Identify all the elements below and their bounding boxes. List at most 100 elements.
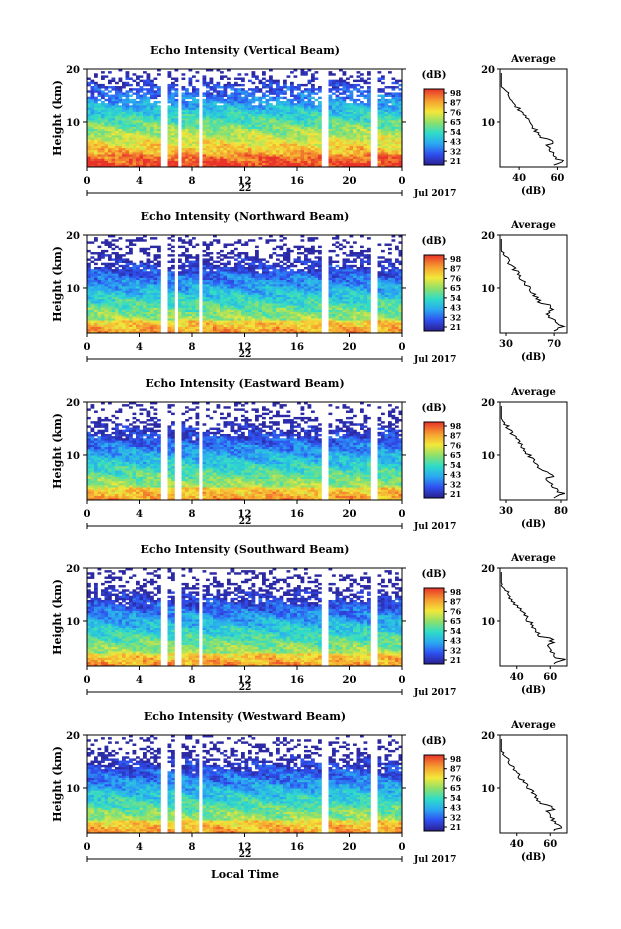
heatmap-cell: [286, 111, 291, 115]
heatmap-cell: [150, 128, 154, 132]
heatmap-cell: [363, 120, 368, 123]
heatmap-cell: [290, 130, 294, 134]
heatmap-cell: [346, 307, 350, 310]
heatmap-cell: [104, 292, 109, 295]
heatmap-cell: [209, 326, 214, 330]
heatmap-cell: [283, 328, 287, 332]
heatmap-cell: [192, 286, 196, 289]
heatmap-cell: [335, 160, 340, 164]
heatmap-cell: [115, 120, 119, 123]
heatmap-cell: [381, 320, 385, 323]
heatmap-cell: [118, 137, 123, 140]
heatmap-cell: [244, 120, 249, 123]
heatmap-cell: [132, 149, 137, 153]
heatmap-cell: [216, 107, 221, 110]
heatmap-cell: [363, 309, 368, 312]
heatmap-cell: [157, 288, 161, 291]
heatmap-cell: [286, 130, 291, 134]
heatmap-cell: [300, 109, 305, 112]
heatmap-cell: [311, 105, 315, 108]
heatmap-cell: [157, 313, 161, 317]
heatmap-cell: [363, 305, 368, 308]
heatmap-cell: [139, 324, 144, 327]
heatmap-cell: [398, 313, 403, 317]
heatmap-cell: [381, 303, 385, 306]
heatmap-cell: [227, 307, 231, 310]
heatmap-cell: [227, 303, 231, 306]
heatmap-cell: [297, 154, 301, 157]
heatmap-cell: [143, 164, 147, 168]
heatmap-cell: [241, 156, 245, 159]
heatmap-cell: [241, 152, 245, 155]
heatmap-cell: [143, 152, 147, 155]
heatmap-cell: [367, 147, 371, 151]
heatmap-cell: [136, 135, 140, 138]
heatmap-cell: [241, 320, 245, 323]
heatmap-cell: [202, 111, 207, 115]
heatmap-cell: [251, 124, 256, 127]
heatmap-cell: [122, 320, 126, 323]
heatmap-cell: [216, 301, 221, 304]
heatmap-cell: [101, 109, 105, 112]
heatmap-cell: [279, 288, 284, 291]
heatmap-cell: [87, 111, 91, 115]
heatmap-cell: [283, 326, 287, 330]
heatmap-cell: [195, 320, 200, 323]
heatmap-cell: [188, 107, 193, 110]
heatmap-cell: [132, 92, 137, 95]
heatmap-cell: [122, 118, 126, 121]
heatmap-cell: [202, 307, 207, 310]
heatmap-cell: [230, 328, 235, 332]
heatmap-cell: [276, 330, 280, 334]
heatmap-cell: [297, 132, 301, 136]
heatmap-cell: [132, 303, 137, 306]
heatmap-cell: [328, 298, 333, 302]
heatmap-cell: [367, 92, 371, 95]
heatmap-cell: [192, 156, 196, 159]
heatmap-cell: [122, 326, 126, 330]
heatmap-cell: [150, 120, 154, 123]
heatmap-cell: [248, 290, 252, 293]
heatmap-cell: [276, 318, 280, 321]
heatmap-cell: [202, 94, 207, 97]
heatmap-cell: [395, 305, 399, 308]
heatmap-cell: [307, 96, 312, 100]
heatmap-cell: [304, 83, 308, 87]
heatmap-cell: [153, 96, 158, 100]
heatmap-cell: [94, 147, 98, 151]
heatmap-cell: [104, 318, 109, 321]
heatmap-cell: [237, 303, 242, 306]
heatmap-cell: [276, 307, 280, 310]
heatmap-cell: [178, 305, 182, 308]
heatmap-cell: [286, 149, 291, 153]
heatmap-cell: [381, 309, 385, 312]
heatmap-cell: [356, 111, 361, 115]
heatmap-cell: [328, 296, 333, 300]
heatmap-cell: [213, 83, 217, 87]
heatmap-cell: [367, 120, 371, 123]
heatmap-cell: [265, 79, 270, 83]
heatmap-cell: [356, 328, 361, 332]
heatmap-cell: [188, 124, 193, 127]
heatmap-cell: [87, 326, 91, 330]
heatmap-cell: [335, 158, 340, 161]
heatmap-cell: [157, 311, 161, 315]
heatmap-cell: [188, 318, 193, 321]
heatmap-cell: [132, 100, 137, 104]
heatmap-cell: [297, 118, 301, 121]
heatmap-cell: [395, 292, 399, 295]
heatmap-cell: [94, 107, 98, 110]
heatmap-cell: [223, 135, 228, 138]
heatmap-cell: [101, 307, 105, 310]
heatmap-cell: [104, 156, 109, 159]
heatmap-cell: [206, 290, 210, 293]
heatmap-cell: [167, 107, 172, 110]
heatmap-cell: [332, 113, 336, 117]
heatmap-cell: [349, 154, 354, 157]
heatmap-cell: [262, 143, 266, 146]
heatmap-cell: [279, 324, 284, 327]
heatmap-cell: [97, 324, 102, 327]
heatmap-cell: [213, 143, 217, 146]
heatmap-cell: [87, 160, 91, 164]
heatmap-cell: [209, 311, 214, 315]
